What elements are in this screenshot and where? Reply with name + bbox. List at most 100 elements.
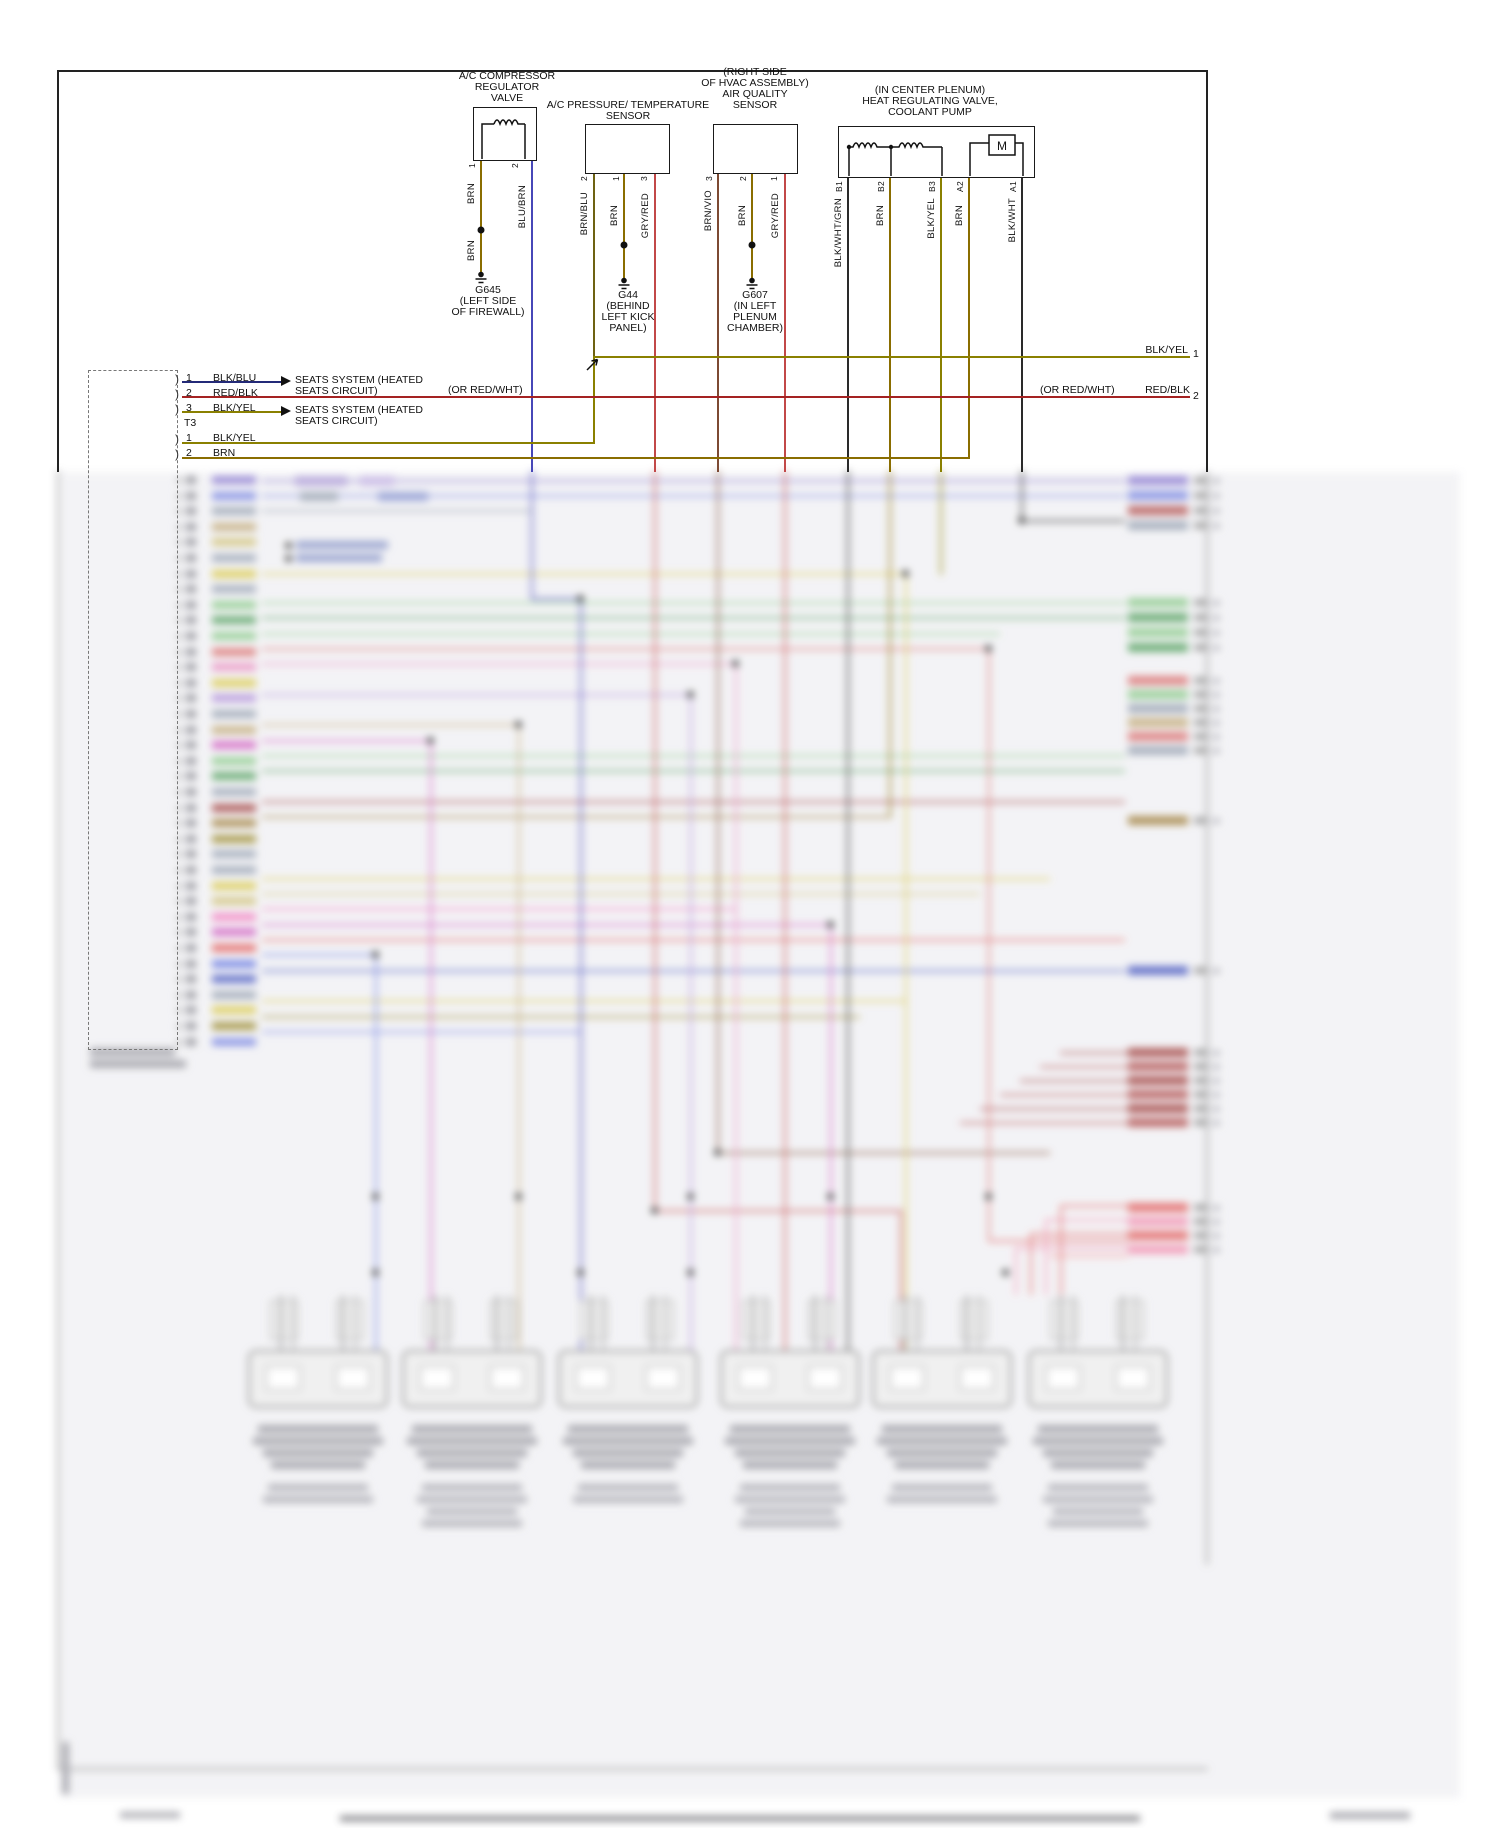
blurred-wire: [735, 663, 737, 1352]
blurred-page-ref: [1212, 1120, 1220, 1126]
pin-number: 3: [639, 176, 649, 182]
blurred-wire: [531, 470, 533, 600]
seats-system-ref: SEATS SYSTEM (HEATED: [295, 374, 423, 386]
blurred-text: [296, 541, 388, 549]
blurred-connector-cavity: [1116, 1366, 1150, 1390]
wire-label-blk-wht-grn: BLK/WHT/GRN: [833, 198, 844, 268]
blurred-pin: [978, 1295, 980, 1352]
blurred-text: [378, 492, 428, 501]
blurred-pin: [446, 1295, 448, 1352]
blurred-connector-shell: [580, 1300, 608, 1340]
blurred-connector-cavity: [646, 1366, 680, 1390]
blurred-wire-label: [212, 1006, 256, 1015]
blurred-wire: [784, 470, 786, 1352]
blurred-wire: [900, 1210, 902, 1352]
blurred-pin-number: [186, 959, 196, 968]
blurred-wire: [1060, 1205, 1128, 1207]
blurred-wire-label: [212, 1037, 256, 1046]
blurred-caption: [1033, 1437, 1163, 1445]
title-line: A/C PRESSURE/ TEMPERATURE: [546, 99, 710, 111]
blurred-wire-label: [212, 788, 256, 796]
blurred-pin: [496, 1295, 498, 1352]
blurred-wire-label: [1128, 1231, 1188, 1240]
blurred-pin-number: [186, 803, 196, 812]
pin-number: B3: [927, 181, 937, 192]
blurred-wire: [889, 470, 891, 818]
coil-icon: [481, 119, 526, 159]
blurred-pin-number: [186, 585, 196, 594]
blurred-caption: [412, 1425, 532, 1433]
blurred-caption: [578, 1484, 678, 1491]
frame-left: [57, 70, 59, 472]
blurred-connector-body: [558, 1350, 698, 1408]
ground-loc: OF FIREWALL): [451, 306, 525, 318]
right-wire-label: BLK/YEL: [1145, 344, 1188, 356]
blurred-wire-label: [1128, 1048, 1188, 1057]
blurred-wire-label: [212, 819, 256, 828]
blurred-pin: [652, 1295, 654, 1352]
blurred-wire-label: [212, 975, 256, 984]
blurred-page-ref: [1194, 1218, 1206, 1225]
blurred-page-ref: [1194, 1232, 1206, 1239]
wire-label-brn-blu: BRN/BLU: [579, 192, 590, 236]
compressor-title: A/C COMPRESSOR REGULATOR VALVE: [437, 71, 577, 104]
blurred-wire: [262, 770, 1125, 772]
blurred-caption: [1048, 1484, 1148, 1491]
blurred-wire: [847, 470, 849, 1352]
blurred-caption: [573, 1449, 683, 1457]
blurred-wire-label: [1128, 816, 1188, 825]
blurred-wire: [1045, 1219, 1128, 1221]
blurred-wire: [262, 924, 830, 926]
blurred-pin-number: [186, 990, 196, 999]
blurred-connector-cavity: [1046, 1366, 1080, 1390]
blurred-wire: [262, 755, 1125, 757]
blurred-wire-label: [212, 554, 256, 562]
pin-wire-label: BLK/BLU: [213, 372, 257, 384]
blurred-pin: [664, 1295, 666, 1352]
pin-wire-label: BLK/YEL: [213, 432, 256, 444]
blurred-wire: [262, 878, 1050, 880]
blurred-caption: [725, 1437, 855, 1445]
offpage-arrow-icon: [281, 406, 291, 416]
blurred-page-ref: [1194, 522, 1206, 529]
blurred-wire: [262, 495, 1125, 497]
wire-brn: [623, 174, 625, 278]
blurred-pin-number: [186, 741, 196, 750]
title-line: SENSOR: [732, 99, 778, 111]
blurred-page-ref: [1212, 1106, 1220, 1112]
wire-blk-yel: [940, 178, 942, 472]
blurred-connector-shell: [424, 1300, 452, 1340]
blurred-wire-label: [212, 616, 256, 625]
blurred-caption: [253, 1437, 383, 1445]
blurred-wire-label: [212, 476, 256, 484]
blurred-connector-body: [872, 1350, 1012, 1408]
wire-label-brn: BRN: [466, 183, 477, 204]
blurred-wire-label: [212, 912, 256, 921]
blurred-pin: [814, 1295, 816, 1352]
wire-brn: [480, 161, 482, 272]
blurred-pin-number: [186, 725, 196, 734]
blurred-connector-shell: [1050, 1300, 1078, 1340]
pin-socket: ): [175, 372, 179, 386]
blurred-splice-dot: [372, 951, 379, 958]
blurred-splice-dot: [427, 737, 434, 744]
blurred-wire-label: [212, 834, 256, 843]
wire-label-gry-red: GRY/RED: [640, 193, 651, 239]
blurred-page-ref: [1212, 678, 1220, 684]
blurred-text: [120, 1812, 180, 1818]
blurred-caption: [1051, 1461, 1145, 1469]
blurred-wire-label: [1128, 690, 1188, 699]
blurred-pin-number: [186, 850, 196, 859]
pin-number: 2: [738, 176, 748, 182]
title-line: AIR QUALITY: [722, 88, 788, 100]
blurred-splice-dot: [687, 691, 694, 698]
blurred-wire-label: [1128, 746, 1188, 755]
wire-label-brn-vio: BRN/VIO: [703, 190, 714, 232]
wire-gry-red: [784, 174, 786, 472]
wire-blk-blu: [182, 381, 281, 383]
splice-dot: [748, 241, 756, 249]
blurred-page-ref: [1194, 1091, 1206, 1098]
blurred-pin: [280, 1295, 282, 1352]
blurred-pin-number: [186, 756, 196, 765]
blurred-page-ref: [1212, 615, 1220, 621]
